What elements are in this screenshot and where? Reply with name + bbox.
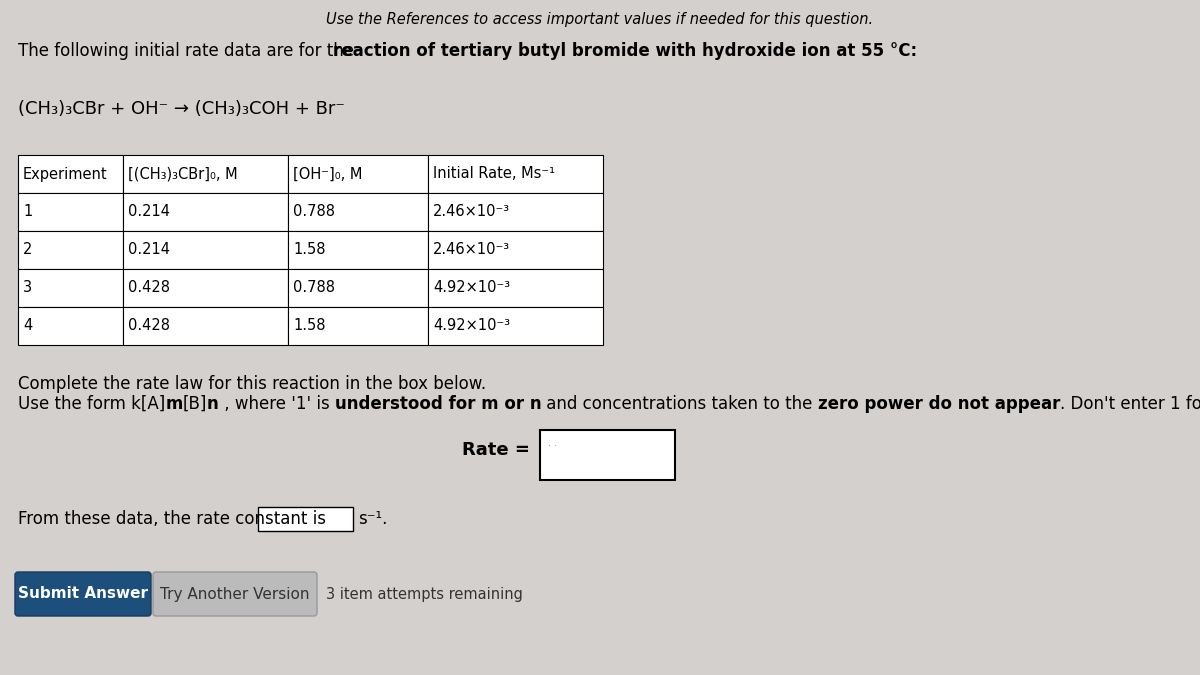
Text: 1.58: 1.58 bbox=[293, 319, 325, 333]
Text: understood for m or n: understood for m or n bbox=[335, 395, 541, 413]
Bar bbox=[428, 307, 604, 345]
Text: Rate =: Rate = bbox=[462, 441, 530, 459]
Bar bbox=[18, 155, 124, 193]
Text: 2.46×10⁻³: 2.46×10⁻³ bbox=[433, 242, 510, 257]
Text: Complete the rate law for this reaction in the box below.: Complete the rate law for this reaction … bbox=[18, 375, 486, 393]
Bar bbox=[124, 193, 288, 231]
Bar bbox=[428, 155, 604, 193]
Bar bbox=[18, 231, 124, 269]
Bar bbox=[540, 430, 674, 480]
Text: 3 item attempts remaining: 3 item attempts remaining bbox=[326, 587, 523, 601]
Text: 2.46×10⁻³: 2.46×10⁻³ bbox=[433, 205, 510, 219]
Text: From these data, the rate constant is: From these data, the rate constant is bbox=[18, 510, 326, 528]
Bar bbox=[288, 231, 428, 269]
Text: 0.214: 0.214 bbox=[128, 205, 170, 219]
Text: [OH⁻]₀, M: [OH⁻]₀, M bbox=[293, 167, 362, 182]
Bar bbox=[18, 269, 124, 307]
Text: Use the form k[A]: Use the form k[A] bbox=[18, 395, 166, 413]
Bar bbox=[288, 307, 428, 345]
Text: 4: 4 bbox=[23, 319, 32, 333]
Bar bbox=[18, 193, 124, 231]
Text: [(CH₃)₃CBr]₀, M: [(CH₃)₃CBr]₀, M bbox=[128, 167, 238, 182]
Text: zero power do not appear: zero power do not appear bbox=[818, 395, 1061, 413]
Bar bbox=[288, 269, 428, 307]
Bar bbox=[124, 231, 288, 269]
Text: . .: . . bbox=[548, 438, 557, 448]
Text: Try Another Version: Try Another Version bbox=[161, 587, 310, 601]
Text: , where '1' is: , where '1' is bbox=[218, 395, 335, 413]
Text: . Don't enter 1 for: . Don't enter 1 for bbox=[1061, 395, 1200, 413]
Text: 4.92×10⁻³: 4.92×10⁻³ bbox=[433, 281, 510, 296]
Bar bbox=[428, 269, 604, 307]
Text: 0.788: 0.788 bbox=[293, 205, 335, 219]
Text: 1: 1 bbox=[23, 205, 32, 219]
Bar bbox=[124, 269, 288, 307]
FancyBboxPatch shape bbox=[154, 572, 317, 616]
Text: 3: 3 bbox=[23, 281, 32, 296]
Text: 0.428: 0.428 bbox=[128, 319, 170, 333]
Bar bbox=[288, 155, 428, 193]
Bar bbox=[428, 231, 604, 269]
Text: Experiment: Experiment bbox=[23, 167, 108, 182]
Text: Initial Rate, Ms⁻¹: Initial Rate, Ms⁻¹ bbox=[433, 167, 554, 182]
Text: Use the References to access important values if needed for this question.: Use the References to access important v… bbox=[326, 12, 874, 27]
Text: The following initial rate data are for the: The following initial rate data are for … bbox=[18, 42, 359, 60]
Text: reaction of tertiary butyl bromide with hydroxide ion at 55 °C:: reaction of tertiary butyl bromide with … bbox=[334, 42, 917, 60]
Text: (CH₃)₃CBr + OH⁻ → (CH₃)₃COH + Br⁻: (CH₃)₃CBr + OH⁻ → (CH₃)₃COH + Br⁻ bbox=[18, 100, 344, 118]
Bar bbox=[258, 507, 353, 531]
Text: 0.788: 0.788 bbox=[293, 281, 335, 296]
Text: 0.214: 0.214 bbox=[128, 242, 170, 257]
Text: 4.92×10⁻³: 4.92×10⁻³ bbox=[433, 319, 510, 333]
Text: [B]: [B] bbox=[182, 395, 208, 413]
Bar bbox=[428, 193, 604, 231]
Bar bbox=[124, 155, 288, 193]
Text: m: m bbox=[166, 395, 182, 413]
Bar bbox=[18, 307, 124, 345]
Text: n: n bbox=[208, 395, 218, 413]
Text: 1.58: 1.58 bbox=[293, 242, 325, 257]
Text: 0.428: 0.428 bbox=[128, 281, 170, 296]
Text: and concentrations taken to the: and concentrations taken to the bbox=[541, 395, 818, 413]
Text: 2: 2 bbox=[23, 242, 32, 257]
Bar bbox=[288, 193, 428, 231]
Text: Submit Answer: Submit Answer bbox=[18, 587, 148, 601]
Text: s⁻¹.: s⁻¹. bbox=[358, 510, 388, 528]
Bar bbox=[124, 307, 288, 345]
FancyBboxPatch shape bbox=[14, 572, 151, 616]
